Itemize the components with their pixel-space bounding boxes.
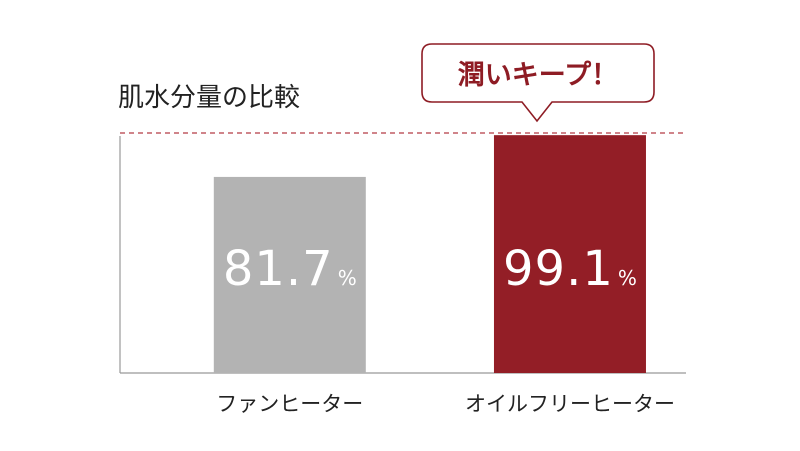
data-label-value: 99.1 — [503, 241, 614, 297]
callout-shape — [421, 43, 655, 123]
callout-bubble: 潤いキープ！ — [421, 43, 655, 123]
bar-1 — [213, 176, 366, 373]
bars-group: 81.7 % ファンヒーター 99.1 % オイルフリーヒーター — [213, 135, 675, 416]
data-label-unit: % — [618, 266, 637, 290]
category-label-2: オイルフリーヒーター — [465, 392, 675, 416]
data-label-unit: % — [338, 266, 357, 290]
data-label-value: 81.7 — [223, 241, 334, 297]
chart-title: 肌水分量の比較 — [118, 83, 300, 113]
data-label-2: 99.1% — [503, 241, 637, 297]
data-label-1: 81.7% — [223, 241, 357, 297]
bar-2 — [493, 135, 646, 373]
callout-label: 潤いキープ！ — [458, 60, 618, 91]
category-label-1: ファンヒーター — [216, 392, 363, 416]
